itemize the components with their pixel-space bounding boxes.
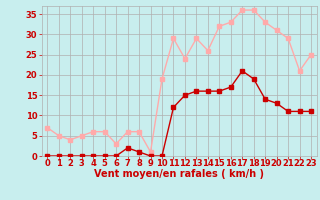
X-axis label: Vent moyen/en rafales ( km/h ): Vent moyen/en rafales ( km/h ) bbox=[94, 169, 264, 179]
